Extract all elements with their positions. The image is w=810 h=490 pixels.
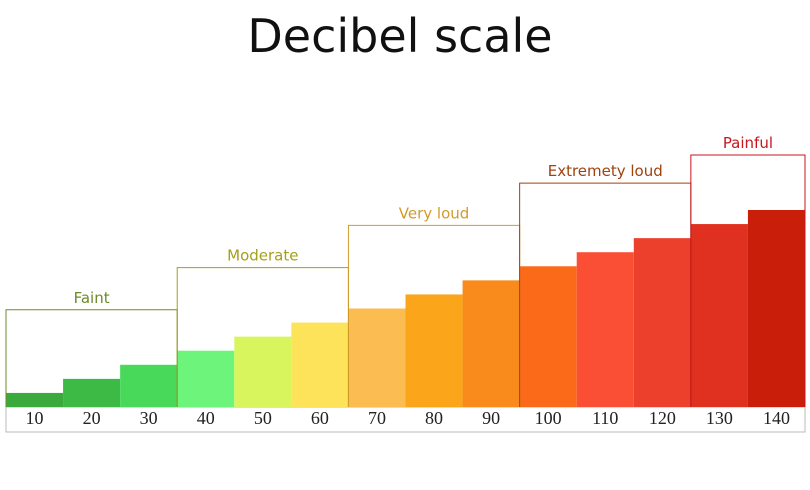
- bar: [405, 294, 463, 407]
- bar: [690, 224, 748, 407]
- category-label: 130: [706, 408, 733, 428]
- bar: [462, 280, 520, 407]
- group-label: Extremety loud: [548, 162, 663, 180]
- category-label: 40: [197, 408, 215, 428]
- bar: [120, 364, 178, 407]
- category-label: 100: [535, 408, 562, 428]
- category-label: 90: [482, 408, 500, 428]
- bar: [348, 308, 406, 407]
- group-label: Moderate: [227, 247, 298, 265]
- group-label: Painful: [723, 134, 773, 152]
- category-label: 120: [649, 408, 676, 428]
- bar: [633, 238, 691, 407]
- category-label: 20: [83, 408, 101, 428]
- category-label: 80: [425, 408, 443, 428]
- bar: [177, 350, 235, 407]
- group-label: Very loud: [399, 204, 470, 222]
- group-label: Faint: [74, 289, 110, 307]
- category-label: 110: [592, 408, 618, 428]
- bar: [576, 252, 634, 407]
- chart-title: Decibel scale: [247, 9, 552, 63]
- category-label: 140: [763, 408, 790, 428]
- bar: [519, 266, 577, 407]
- category-label: 50: [254, 408, 272, 428]
- category-label: 70: [368, 408, 386, 428]
- bar: [291, 322, 349, 407]
- label-row: [5, 406, 806, 433]
- bar: [234, 336, 292, 407]
- bar: [63, 378, 121, 407]
- category-label: 30: [140, 408, 158, 428]
- category-label: 60: [311, 408, 329, 428]
- group-bracket: [690, 154, 806, 407]
- bar: [6, 392, 64, 407]
- bar: [747, 210, 805, 407]
- category-label: 10: [26, 408, 44, 428]
